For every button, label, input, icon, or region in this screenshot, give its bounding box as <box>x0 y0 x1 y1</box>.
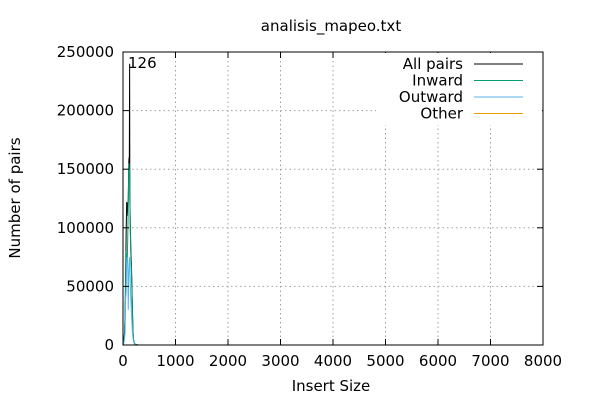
y-tick-label: 50000 <box>66 277 114 295</box>
y-tick-label: 150000 <box>57 160 114 178</box>
x-axis-label: Insert Size <box>292 377 371 395</box>
x-tick-label: 5000 <box>366 352 404 370</box>
x-tick-label: 1000 <box>156 352 194 370</box>
y-tick-label: 0 <box>104 336 114 354</box>
x-tick-label: 2000 <box>209 352 247 370</box>
y-tick-label: 100000 <box>57 219 114 237</box>
y-tick-label: 200000 <box>57 102 114 120</box>
y-axis-label: Number of pairs <box>6 137 24 258</box>
x-tick-label: 7000 <box>471 352 509 370</box>
x-tick-label: 8000 <box>524 352 562 370</box>
legend-label: Inward <box>412 72 463 90</box>
grid <box>123 52 543 345</box>
x-tick-label: 6000 <box>419 352 457 370</box>
axis-ticks: 0 1000 2000 3000 4000 5000 6000 7000 8000 0 50000 1… <box>57 43 562 370</box>
legend-label: Other <box>420 105 463 123</box>
legend-label: All pairs <box>403 55 463 73</box>
x-tick-label: 0 <box>118 352 128 370</box>
series-line-outward <box>122 257 543 346</box>
x-tick-label: 3000 <box>261 352 299 370</box>
legend-label: Outward <box>399 88 463 106</box>
peak-annotation: 126 <box>128 54 157 72</box>
y-tick-label: 250000 <box>57 43 114 61</box>
x-tick-label: 4000 <box>314 352 352 370</box>
chart-title: analisis_mapeo.txt <box>261 17 402 36</box>
